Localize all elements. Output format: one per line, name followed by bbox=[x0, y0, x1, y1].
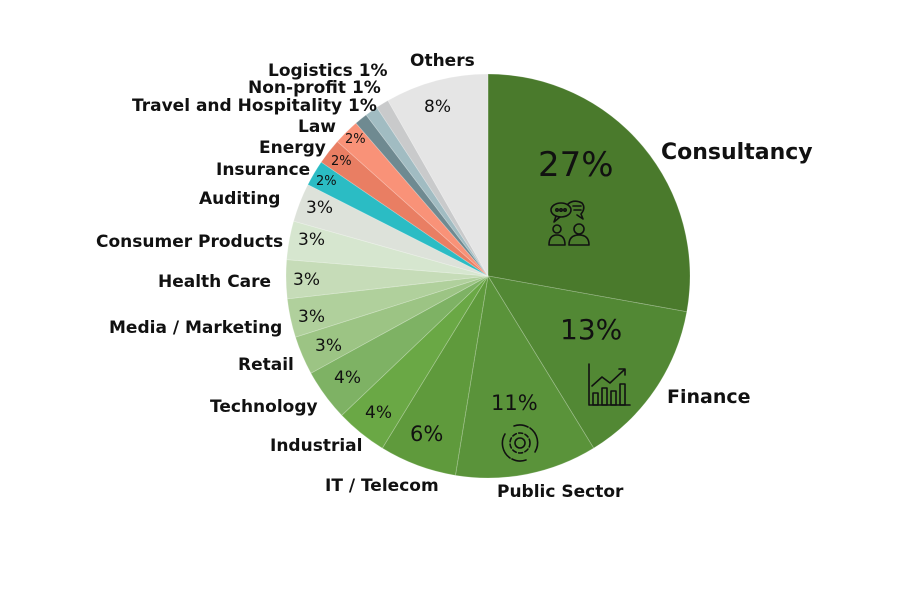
category-label: Retail bbox=[238, 355, 294, 375]
percentage-label: 2% bbox=[331, 154, 352, 169]
pie-slice-energy bbox=[320, 140, 489, 277]
pie-slice-industrial bbox=[341, 275, 489, 449]
percentage-label: 2% bbox=[316, 174, 337, 189]
pie-slice-logistics bbox=[376, 99, 489, 277]
pie-slice-retail bbox=[294, 275, 489, 374]
pie-slice-non-profit bbox=[365, 106, 489, 277]
pie-slice-travel-and-hospitality bbox=[355, 114, 489, 277]
category-label: Non-profit 1% bbox=[248, 78, 381, 98]
category-label: Consultancy bbox=[661, 140, 813, 165]
percentage-label: 11% bbox=[491, 391, 538, 415]
pie-slice-it-telecom bbox=[381, 275, 489, 476]
category-label: Public Sector bbox=[497, 482, 624, 502]
consultation-icon bbox=[548, 200, 590, 246]
category-label: Consumer Products bbox=[96, 232, 284, 252]
percentage-label: 8% bbox=[424, 97, 451, 117]
gear-cycle-icon bbox=[501, 424, 539, 462]
category-label: Media / Marketing bbox=[109, 318, 283, 338]
percentage-label: 27% bbox=[538, 145, 614, 185]
category-label: Travel and Hospitality 1% bbox=[132, 96, 377, 116]
category-label: Technology bbox=[210, 397, 318, 417]
bar-chart-growth-icon bbox=[588, 363, 631, 406]
percentage-label: 3% bbox=[306, 198, 333, 218]
pie-slice-auditing bbox=[293, 184, 489, 277]
pie-slice-public-sector bbox=[454, 274, 595, 479]
percentage-label: 3% bbox=[298, 230, 325, 250]
category-label: Industrial bbox=[270, 436, 363, 456]
pie-slice-insurance bbox=[307, 161, 489, 277]
pie-slice-health-care bbox=[285, 259, 489, 300]
percentage-label: 13% bbox=[560, 313, 623, 346]
category-label: Health Care bbox=[158, 272, 272, 292]
category-label: IT / Telecom bbox=[325, 476, 439, 496]
pie-slices bbox=[285, 73, 691, 479]
category-label: Law bbox=[298, 117, 337, 137]
category-label: Energy bbox=[259, 138, 326, 158]
percentage-label: 3% bbox=[298, 307, 325, 327]
category-label: Auditing bbox=[199, 189, 281, 209]
percentage-label: 3% bbox=[315, 336, 342, 356]
percentage-label: 4% bbox=[365, 403, 392, 423]
percentage-label: 2% bbox=[345, 132, 366, 147]
category-label: Finance bbox=[667, 386, 751, 408]
category-label: Others bbox=[410, 51, 475, 71]
pie-slice-consumer-products bbox=[286, 220, 489, 277]
percentage-label: 3% bbox=[293, 270, 320, 290]
pie-slice-technology bbox=[310, 275, 489, 416]
pie-slice-law bbox=[336, 122, 489, 277]
pie-slice-others bbox=[387, 73, 489, 278]
pie-slice-media-marketing bbox=[286, 275, 489, 338]
percentage-label: 4% bbox=[334, 368, 361, 388]
category-label: Insurance bbox=[216, 160, 311, 180]
percentage-label: 6% bbox=[410, 422, 444, 446]
category-label: Logistics 1% bbox=[268, 61, 388, 81]
pie-slice-finance bbox=[487, 275, 688, 449]
pie-slice-consultancy bbox=[487, 73, 691, 313]
